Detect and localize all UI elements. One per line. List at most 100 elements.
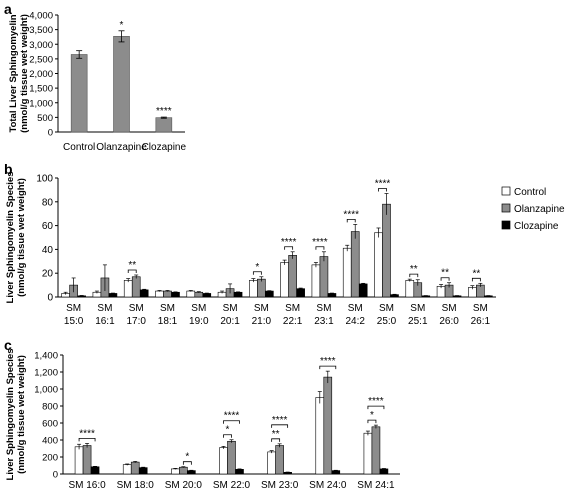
y-tick-label: 0 <box>47 293 53 304</box>
legend-swatch-control <box>501 186 511 196</box>
bar <box>155 117 173 133</box>
significance-label: **** <box>224 411 240 422</box>
significance-bracket <box>440 277 450 281</box>
x-tick-label: SM <box>316 303 331 314</box>
x-tick-label: SM <box>379 303 394 314</box>
significance-label: **** <box>368 396 384 407</box>
x-tick-label: SM <box>66 303 81 314</box>
x-tick-label: SM 22:0 <box>213 480 251 491</box>
y-axis-title-line: (nmol/g tissue wet weight) <box>16 178 27 297</box>
bar-control <box>374 232 383 298</box>
y-tick-label: 1,200 <box>34 368 58 379</box>
bar-olanzapine <box>382 203 391 298</box>
x-tick-label: SM <box>223 303 238 314</box>
bar-control <box>155 290 164 298</box>
x-tick-label: 26:0 <box>439 316 459 327</box>
x-tick-label: SM 16:0 <box>68 480 106 491</box>
x-tick-label: 18:1 <box>158 316 178 327</box>
y-tick-label: 2,500 <box>29 54 53 65</box>
bar <box>70 54 88 133</box>
significance-bracket <box>223 434 232 438</box>
legend-label: Olanzapine <box>514 204 565 215</box>
bar-clozapine <box>233 291 243 298</box>
significance-bracket <box>409 273 419 278</box>
bar-olanzapine <box>179 466 188 475</box>
y-tick-label: 0 <box>48 128 53 139</box>
bar-clozapine <box>379 468 389 475</box>
y-axis-title-line: Total Liver Sphingomyelin <box>8 14 19 132</box>
significance-label: * <box>120 20 124 31</box>
significance-bracket <box>471 277 481 282</box>
x-tick-label: Clozapine <box>142 142 187 153</box>
bar-control <box>315 397 325 475</box>
bar-control <box>171 468 180 475</box>
y-tick-label: 0 <box>53 470 58 481</box>
legend-label: Control <box>514 187 546 198</box>
significance-label: * <box>185 452 189 463</box>
y-axis-title-line: Liver Sphingomyelin Species <box>5 172 16 304</box>
significance-bracket <box>346 219 356 223</box>
x-tick-label: 24:2 <box>345 316 365 327</box>
bar-olanzapine <box>288 255 297 298</box>
x-tick-label: 20:1 <box>220 316 240 327</box>
bar-clozapine <box>171 291 180 298</box>
significance-bracket <box>127 269 137 273</box>
significance-label: ** <box>272 429 280 440</box>
significance-bracket <box>367 419 377 424</box>
y-tick-label: 1,000 <box>34 385 58 396</box>
x-tick-label: SM <box>473 303 488 314</box>
bar-clozapine <box>138 467 148 475</box>
significance-label: **** <box>156 106 172 117</box>
bar-clozapine <box>331 470 341 475</box>
significance-label: ** <box>441 268 449 279</box>
y-tick-label: 100 <box>36 174 53 185</box>
bar-control <box>267 451 276 475</box>
bar-olanzapine <box>371 426 381 475</box>
significance-bracket <box>367 405 385 410</box>
significance-label: **** <box>320 356 336 367</box>
x-tick-label: SM <box>160 303 175 314</box>
bar-olanzapine <box>319 256 329 298</box>
y-tick-label: 200 <box>42 453 58 464</box>
significance-bracket <box>315 246 325 250</box>
significance-bracket <box>182 461 192 465</box>
y-axis-title-line: (nmol/g tissue wet weight) <box>16 355 27 474</box>
panel-b: 0 20 40 60 80 100 Liver Sphingomyelin Species(… <box>4 161 565 327</box>
bar-control <box>122 464 132 475</box>
bar-olanzapine <box>131 276 141 298</box>
x-tick-label: SM 24:0 <box>309 480 347 491</box>
x-tick-label: SM <box>285 303 300 314</box>
bar-olanzapine <box>194 291 204 298</box>
x-tick-label: 22:1 <box>283 316 303 327</box>
y-tick-label: 1,000 <box>29 98 53 109</box>
y-tick-label: 2,000 <box>29 69 53 80</box>
significance-bracket <box>284 246 294 250</box>
bar-olanzapine <box>82 445 92 475</box>
bar-clozapine <box>327 293 337 298</box>
x-tick-label: SM <box>129 303 144 314</box>
x-tick-label: 25:1 <box>408 316 428 327</box>
significance-label: * <box>370 410 374 421</box>
bar-clozapine <box>265 290 274 298</box>
y-tick-label: 400 <box>42 436 58 447</box>
bar-olanzapine <box>257 278 266 298</box>
x-tick-label: SM 18:0 <box>117 480 155 491</box>
x-tick-label: 26:1 <box>471 316 491 327</box>
legend-swatch-clozapine <box>501 220 511 230</box>
y-tick-label: 800 <box>42 402 58 413</box>
bar-clozapine <box>90 466 100 475</box>
bar-clozapine <box>296 288 305 298</box>
y-tick-label: 500 <box>37 113 53 124</box>
y-tick-label: 60 <box>42 221 54 232</box>
bar-olanzapine <box>323 376 333 475</box>
significance-bracket <box>223 420 240 424</box>
significance-label: **** <box>375 178 391 189</box>
significance-bracket <box>378 188 387 192</box>
x-tick-label: SM 23:0 <box>261 480 299 491</box>
bar-control <box>363 432 373 475</box>
bar-control <box>219 447 228 475</box>
significance-label: **** <box>312 237 328 248</box>
panel-c: 0 200 400 600 800 1,000 1,200 1,400 Liver Sphing… <box>4 337 400 491</box>
bar-control <box>280 262 289 298</box>
